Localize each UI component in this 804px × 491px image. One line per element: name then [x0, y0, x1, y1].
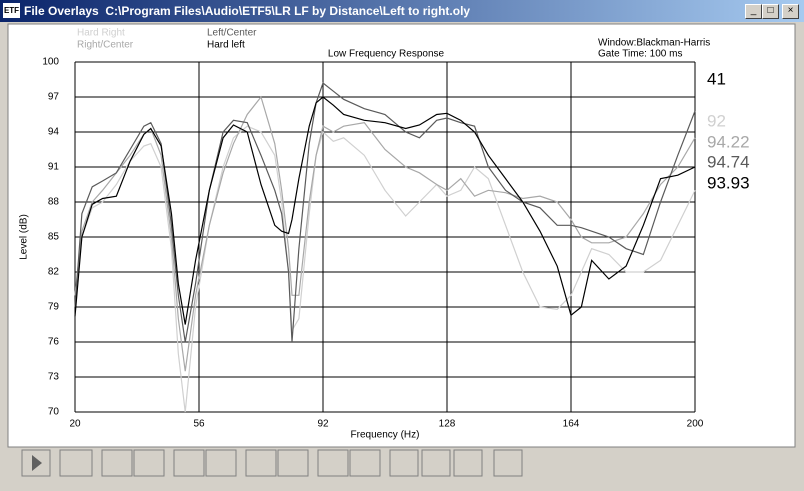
y-tick-label: 70	[48, 407, 60, 418]
legend-entry: Hard left	[207, 40, 245, 51]
x-tick-label: 92	[317, 419, 329, 430]
tool-button[interactable]	[349, 449, 381, 477]
tool-button[interactable]	[277, 449, 309, 477]
y-tick-label: 85	[48, 232, 60, 243]
x-tick-label: 56	[193, 419, 205, 430]
toolbar	[21, 449, 523, 477]
y-tick-label: 97	[48, 92, 60, 103]
y-tick-label: 94	[48, 127, 60, 138]
tool-button[interactable]	[205, 449, 237, 477]
readout: 93.93	[707, 173, 750, 192]
tool-button[interactable]	[453, 449, 483, 477]
y-tick-label: 76	[48, 337, 60, 348]
readout: 92	[707, 111, 726, 130]
client-area: Low Frequency Response Frequency (Hz) Le…	[7, 23, 796, 477]
tool-button[interactable]	[133, 449, 165, 477]
tool-button[interactable]	[493, 449, 523, 477]
series-line	[74, 96, 696, 325]
x-tick-label: 200	[687, 419, 704, 430]
title-bar: ETF File Overlays C:\Program Files\Audio…	[0, 0, 804, 22]
y-tick-label: 73	[48, 372, 60, 383]
readout: 41	[707, 69, 726, 88]
print-button[interactable]	[421, 449, 451, 477]
minimize-button[interactable]: _	[745, 4, 762, 19]
y-tick-label: 100	[42, 57, 59, 68]
legend-entry: Hard Right	[77, 28, 125, 39]
y-axis-label: Level (dB)	[19, 214, 30, 260]
y-tick-label: 82	[48, 267, 60, 278]
legend-entry: Left/Center	[207, 28, 257, 39]
tool-button[interactable]	[245, 449, 277, 477]
x-tick-label: 164	[563, 419, 580, 430]
y-tick-label: 88	[48, 197, 60, 208]
x-tick-label: 128	[439, 419, 456, 430]
readout: 94.22	[707, 132, 750, 151]
tool-button[interactable]	[173, 449, 205, 477]
close-button[interactable]: ×	[782, 4, 799, 19]
tool-button[interactable]	[389, 449, 419, 477]
x-axis-label: Frequency (Hz)	[351, 430, 420, 441]
chart-title: Low Frequency Response	[328, 49, 445, 60]
app-icon: ETF	[3, 3, 20, 18]
y-tick-label: 91	[48, 162, 60, 173]
legend-entry: Right/Center	[77, 40, 134, 51]
chart-panel	[7, 23, 796, 448]
tool-button[interactable]	[317, 449, 349, 477]
tool-button[interactable]	[59, 449, 93, 477]
series-line	[74, 125, 696, 413]
window-title: File Overlays C:\Program Files\Audio\ETF…	[24, 4, 471, 18]
play-icon	[32, 455, 42, 471]
series-line	[74, 95, 696, 372]
readout: 94.74	[707, 152, 750, 171]
y-tick-label: 79	[48, 302, 60, 313]
x-tick-label: 20	[69, 419, 81, 430]
maximize-button[interactable]: □	[762, 4, 779, 19]
window-info: Window:Blackman-Harris	[598, 38, 710, 49]
tool-button[interactable]	[101, 449, 133, 477]
gate-info: Gate Time: 100 ms	[598, 49, 682, 60]
